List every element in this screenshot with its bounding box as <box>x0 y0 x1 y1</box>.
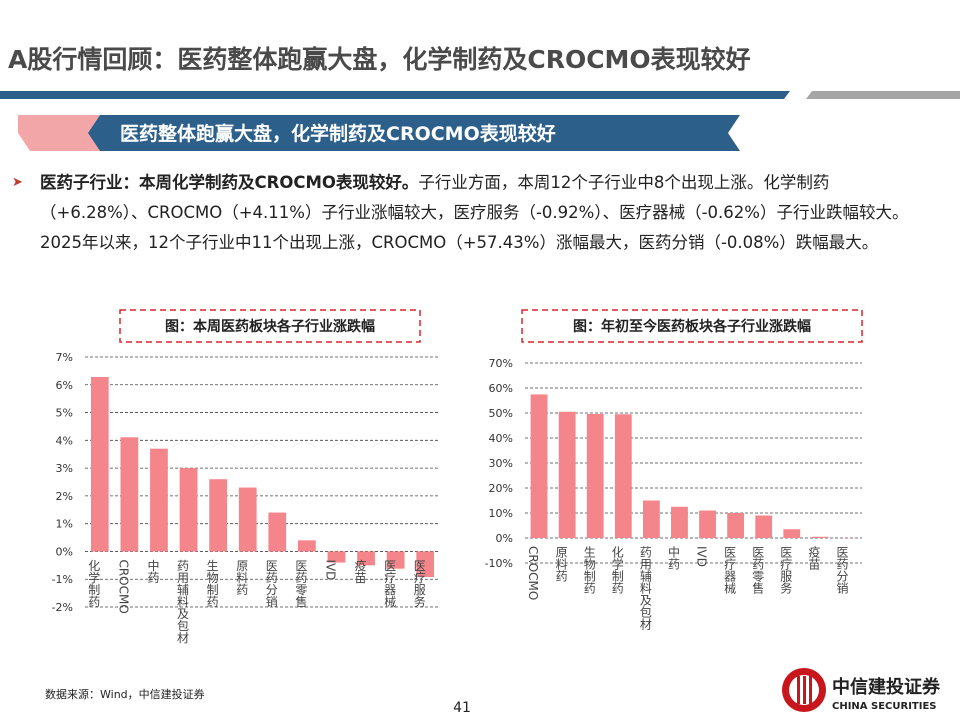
y-tick-label: 0% <box>56 545 73 558</box>
x-tick-label: IVD <box>323 559 337 580</box>
page-number: 41 <box>453 700 471 716</box>
x-tick-label: 原料药 <box>554 546 568 582</box>
bar <box>357 551 375 566</box>
y-tick-label: 5% <box>56 407 73 420</box>
y-tick-label: -10% <box>485 557 513 570</box>
bullet-lead: 医药子行业：本周化学制药及CROCMO表现较好。 <box>40 173 419 192</box>
bar <box>811 536 829 538</box>
y-tick-label: 70% <box>489 357 513 370</box>
x-tick-label: 生物制药 <box>205 559 219 607</box>
bar <box>209 479 227 552</box>
bullet-body: 子行业方面，本周12个子行业中8个出现上涨。化学制药（+6.28%）、CROCM… <box>40 173 909 252</box>
x-tick-label: 原料药 <box>235 559 249 595</box>
y-tick-label: 60% <box>489 382 513 395</box>
bar <box>530 394 548 538</box>
x-tick-label: 医疗服务 <box>412 559 426 607</box>
x-tick-label: 医药零售 <box>294 559 308 607</box>
bullet-text: 医药子行业：本周化学制药及CROCMO表现较好。子行业方面，本周12个子行业中8… <box>40 168 912 258</box>
bar <box>416 551 435 577</box>
source: 数据来源：Wind，中信建投证券 <box>45 687 205 701</box>
bar <box>327 551 346 563</box>
logo: 中信建投证券 CHINA SECURITIES <box>782 668 941 712</box>
chart-title-box <box>119 309 421 343</box>
y-tick-label: 40% <box>489 432 513 445</box>
x-tick-label: 药用辅料及包材 <box>176 559 190 643</box>
chart-title-box <box>521 309 863 343</box>
x-tick-label: CROCMO <box>526 546 540 600</box>
bar <box>120 437 139 552</box>
banner-accent <box>18 115 100 151</box>
y-tick-label: 30% <box>489 457 513 470</box>
x-tick-label: IVD <box>695 546 709 567</box>
bar <box>298 540 316 552</box>
bar <box>671 506 688 538</box>
y-tick-label: 6% <box>56 379 73 392</box>
bar <box>90 377 109 552</box>
logo-en: CHINA SECURITIES <box>832 701 937 712</box>
y-tick-label: 7% <box>56 351 73 364</box>
chart-title: 图：本周医药板块各子行业涨跌幅 <box>165 318 375 335</box>
y-tick-label: 0% <box>496 532 513 545</box>
logo-cn: 中信建投证券 <box>832 676 941 698</box>
x-tick-label: 疫苗 <box>353 558 367 583</box>
x-tick-label: 生物制药 <box>582 546 596 594</box>
x-tick-label: 医药零售 <box>751 546 765 594</box>
bullet-marker: ➤ <box>12 175 23 190</box>
bar <box>783 529 801 538</box>
y-tick-label: -1% <box>52 573 73 586</box>
bar <box>614 414 632 538</box>
banner <box>88 115 740 151</box>
y-tick-label: 4% <box>56 434 73 447</box>
x-tick-label: CROCMO <box>116 559 130 613</box>
bar <box>755 515 773 538</box>
bar <box>268 512 287 552</box>
slide-title: A股行情回顾：医药整体跑赢大盘，化学制药及CROCMO表现较好 <box>8 45 751 74</box>
x-tick-label: 化学制药 <box>87 559 101 607</box>
title-rule <box>0 91 790 99</box>
y-tick-label: -2% <box>52 601 73 614</box>
x-tick-label: 药用辅料及包材 <box>638 546 652 630</box>
banner-text: 医药整体跑赢大盘，化学制药及CROCMO表现较好 <box>120 122 556 145</box>
bar <box>558 411 576 538</box>
x-tick-label: 中药 <box>666 545 680 570</box>
x-tick-label: 化学制药 <box>610 546 624 594</box>
y-tick-label: 50% <box>489 407 513 420</box>
y-tick-label: 3% <box>56 462 73 475</box>
y-tick-label: 2% <box>56 490 73 503</box>
x-tick-label: 医疗器械 <box>383 559 397 607</box>
x-tick-label: 医疗器械 <box>723 546 737 594</box>
x-tick-label: 医药分销 <box>835 546 849 594</box>
bar <box>727 513 745 538</box>
bar <box>699 510 716 538</box>
bar <box>179 468 198 552</box>
chart-title: 图：年初至今医药板块各子行业涨跌幅 <box>573 318 811 335</box>
bar <box>150 448 168 552</box>
bar <box>586 414 604 538</box>
y-tick-label: 10% <box>489 507 513 520</box>
x-tick-label: 医药分销 <box>264 559 278 607</box>
bar <box>238 487 257 552</box>
y-tick-label: 20% <box>489 482 513 495</box>
title-rule-gray <box>806 91 960 99</box>
x-tick-label: 疫苗 <box>807 545 821 570</box>
x-tick-label: 中药 <box>146 558 160 583</box>
bar <box>642 500 660 538</box>
x-tick-label: 医疗服务 <box>779 546 793 594</box>
y-tick-label: 1% <box>56 518 73 531</box>
bar <box>386 551 405 569</box>
